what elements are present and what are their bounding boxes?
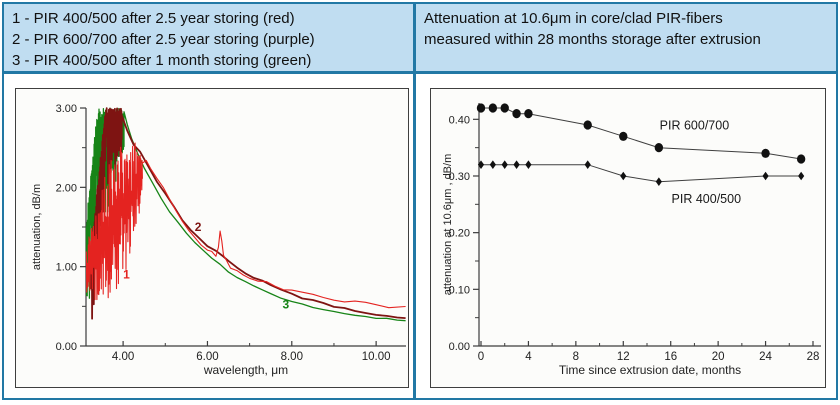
spectra-chart: 4.00 6.00 8.00 10.00 0.00 1.00 2.00 3.00 wavelen…: [31, 103, 406, 377]
x-tick-label: 24: [759, 351, 772, 363]
x-tick-label: 8: [573, 351, 579, 363]
x-tick-label: 20: [712, 351, 725, 363]
x-tick-label: 4.00: [112, 351, 134, 363]
data-point-circle: [583, 120, 592, 130]
aging-chart: 0 4 8 12 16 20 24 28 0.00 0.10 0.20 0.30 0.40 Time si…: [442, 103, 821, 377]
data-point-diamond: [489, 160, 496, 169]
y-tick-label: 0.00: [449, 341, 470, 353]
data-point-diamond: [584, 160, 591, 169]
data-point-diamond: [620, 171, 627, 181]
title-panel: Attenuation at 10.6μm in core/clad PIR-f…: [416, 4, 836, 71]
data-point-diamond: [798, 171, 805, 181]
data-point-diamond: [655, 177, 662, 186]
data-point-circle: [654, 143, 664, 153]
y-tick-label: 0.00: [56, 341, 77, 353]
curve-number-label: 3: [283, 298, 290, 312]
data-point-circle: [619, 131, 628, 141]
y-tick-label: 3.00: [56, 103, 77, 115]
header-divider: [2, 71, 838, 74]
legend-line-3: 3 - PIR 400/500 after 1 month storing (g…: [12, 52, 312, 69]
data-point-circle: [500, 103, 509, 113]
series-label: PIR 400/500: [672, 192, 742, 206]
x-axis-title: Time since extrusion date, months: [559, 363, 741, 377]
x-tick-label: 0: [478, 351, 484, 363]
data-point-circle: [488, 103, 498, 113]
data-point-circle: [512, 109, 521, 119]
y-tick-label: 0.10: [449, 284, 470, 296]
y-axis-title: attenuation, dB/m: [31, 184, 43, 270]
data-point-circle: [476, 103, 486, 113]
y-tick-label: 2.00: [56, 182, 77, 194]
title-line-1: Attenuation at 10.6μm in core/clad PIR-f…: [424, 10, 723, 27]
y-tick-label: 1.00: [56, 262, 77, 274]
data-point-circle: [796, 154, 806, 164]
series-line-PIR-600-700: [481, 107, 802, 160]
legend-panel: 1 - PIR 400/500 after 2.5 year storing (…: [4, 4, 413, 71]
aging-chart-panel: 0 4 8 12 16 20 24 28 0.00 0.10 0.20 0.30 0.40 Time si…: [430, 88, 826, 388]
spectra-chart-panel: 4.00 6.00 8.00 10.00 0.00 1.00 2.00 3.00 wavelen…: [15, 88, 409, 388]
series-label: PIR 600/700: [660, 119, 730, 133]
x-tick-label: 28: [807, 351, 820, 363]
spectrum-curve-2: [89, 107, 406, 320]
title-line-2: measured within 28 months storage after …: [424, 31, 761, 48]
y-tick-label: 0.20: [449, 228, 470, 240]
panel-divider: [413, 2, 416, 400]
legend-line-1: 1 - PIR 400/500 after 2.5 year storing (…: [12, 10, 295, 27]
y-tick-label: 0.40: [449, 114, 470, 126]
x-tick-label: 8.00: [281, 351, 303, 363]
x-tick-label: 16: [664, 351, 677, 363]
data-point-diamond: [762, 171, 769, 181]
data-point-circle: [761, 148, 770, 158]
x-tick-label: 12: [617, 351, 630, 363]
data-point-circle: [524, 109, 533, 119]
y-axis-title: attenuation at 10.6μm , dB/m: [442, 154, 454, 295]
data-point-diamond: [513, 160, 520, 169]
x-tick-label: 10.00: [362, 351, 391, 363]
data-point-diamond: [477, 160, 485, 169]
spectrum-curve-1: [85, 142, 406, 309]
curve-number-label: 1: [123, 268, 130, 282]
legend-line-2: 2 - PIR 600/700 after 2.5 year storing (…: [12, 31, 315, 48]
x-axis-title: wavelength, μm: [203, 363, 288, 377]
data-point-diamond: [525, 160, 532, 169]
x-tick-label: 4: [525, 351, 532, 363]
y-tick-label: 0.30: [449, 171, 470, 183]
x-tick-label: 6.00: [196, 351, 218, 363]
data-point-diamond: [501, 160, 508, 169]
curve-number-label: 2: [195, 220, 202, 234]
series-line-PIR-400-500: [481, 164, 802, 183]
